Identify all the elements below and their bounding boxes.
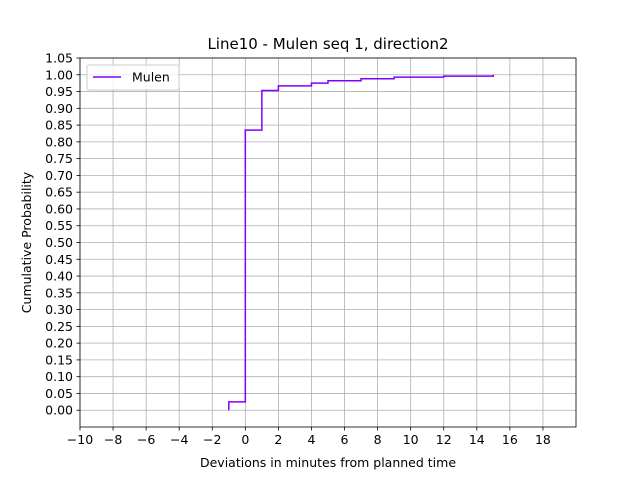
legend-label: Mulen (132, 70, 170, 85)
y-axis-ticks: 0.00 0.05 0.10 0.150.20 0.25 0.30 0.350.40 0.45… (45, 51, 80, 418)
x-tick-label: 14 (469, 432, 485, 447)
series-line-mulen (228, 74, 495, 411)
x-axis-ticks: −10 −8 −6 −4 −2 0 2 4 6 8 10 12 14 16 18 (67, 427, 551, 447)
x-tick-label: 0 (241, 432, 249, 447)
y-tick-label: 0.25 (45, 319, 73, 334)
y-tick-label: 0.20 (45, 336, 73, 351)
x-tick-label: −4 (170, 432, 188, 447)
x-tick-label: 12 (436, 432, 452, 447)
y-tick-label: 0.60 (45, 201, 73, 216)
y-tick-label: 0.00 (45, 403, 73, 418)
x-tick-label: −10 (67, 432, 93, 447)
x-tick-label: −2 (203, 432, 221, 447)
y-tick-label: 0.50 (45, 235, 73, 250)
x-tick-label: 2 (274, 432, 282, 447)
x-tick-label: 10 (403, 432, 419, 447)
chart-title: Line10 - Mulen seq 1, direction2 (207, 35, 448, 53)
x-axis-label: Deviations in minutes from planned time (200, 455, 456, 470)
y-tick-label: 0.75 (45, 151, 73, 166)
x-tick-label: 16 (502, 432, 518, 447)
y-tick-label: 0.90 (45, 101, 73, 116)
y-axis-label: Cumulative Probability (19, 171, 34, 313)
y-tick-label: 0.95 (45, 84, 73, 99)
y-tick-label: 0.80 (45, 134, 73, 149)
x-tick-label: −8 (104, 432, 122, 447)
y-tick-label: 0.05 (45, 386, 73, 401)
y-tick-label: 0.70 (45, 168, 73, 183)
y-tick-label: 0.45 (45, 252, 73, 267)
x-tick-label: 8 (374, 432, 382, 447)
y-tick-label: 0.85 (45, 118, 73, 133)
x-tick-label: 6 (341, 432, 349, 447)
y-tick-label: 0.15 (45, 352, 73, 367)
y-tick-label: 0.35 (45, 285, 73, 300)
legend: Mulen (86, 64, 180, 91)
y-tick-label: 1.00 (45, 67, 73, 82)
x-tick-label: −6 (137, 432, 155, 447)
series-layer (228, 74, 495, 411)
y-tick-label: 0.40 (45, 269, 73, 284)
x-tick-label: 18 (535, 432, 551, 447)
y-tick-label: 0.65 (45, 185, 73, 200)
x-tick-label: 4 (307, 432, 315, 447)
y-tick-label: 0.30 (45, 302, 73, 317)
y-tick-label: 0.55 (45, 218, 73, 233)
y-tick-label: 1.05 (45, 51, 73, 66)
y-tick-label: 0.10 (45, 369, 73, 384)
legend-box (86, 64, 180, 91)
